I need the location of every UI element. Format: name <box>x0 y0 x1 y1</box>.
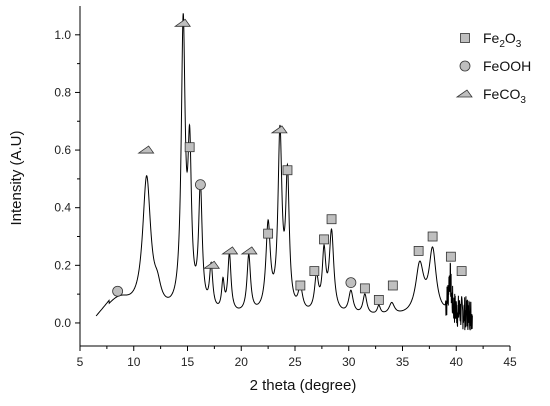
x-ticks: 5 10 15 20 25 30 35 40 45 <box>77 346 517 369</box>
marker-fe2o3 <box>373 294 384 305</box>
x-axis-label: 2 theta (degree) <box>250 377 357 394</box>
legend-feooh-symbol <box>459 60 471 72</box>
marker-fe2o3 <box>445 251 456 262</box>
marker-fe2o3 <box>456 266 467 276</box>
marker-feco3 <box>270 125 288 134</box>
legend-feooh-label: FeOOH <box>483 58 531 74</box>
x-tick-label: 5 <box>77 355 84 369</box>
legend-fe2o3-label: Fe2O3 <box>483 30 522 50</box>
marker-feco3 <box>173 18 191 27</box>
marker-fe2o3 <box>309 266 320 276</box>
x-tick-label: 25 <box>288 355 302 369</box>
marker-fe2o3 <box>387 280 398 291</box>
marker-fe2o3 <box>263 228 274 239</box>
marker-feco3 <box>221 246 239 255</box>
y-ticks: 0.0 0.2 0.4 0.6 0.8 1.0 <box>54 28 80 330</box>
marker-feooh <box>194 179 206 191</box>
marker-feco3 <box>137 145 155 154</box>
x-tick-label: 35 <box>396 355 410 369</box>
y-axis-label: Intensity (A.U) <box>8 130 25 225</box>
x-tick-label: 45 <box>503 355 517 369</box>
legend-feco3-symbol <box>455 89 473 98</box>
marker-fe2o3 <box>295 280 306 291</box>
marker-feooh <box>112 285 124 297</box>
marker-feooh <box>345 277 357 289</box>
marker-fe2o3 <box>282 165 293 176</box>
y-tick-label: 0.8 <box>54 85 71 99</box>
y-tick-label: 0.4 <box>54 201 71 215</box>
marker-fe2o3 <box>184 142 195 153</box>
marker-fe2o3 <box>319 234 329 245</box>
phase-markers <box>112 18 467 305</box>
marker-fe2o3 <box>326 214 337 225</box>
x-tick-label: 40 <box>450 355 464 369</box>
legend-fe2o3-symbol <box>460 33 470 43</box>
x-tick-label: 20 <box>235 355 249 369</box>
x-tick-label: 15 <box>181 355 195 369</box>
marker-feco3 <box>202 260 221 269</box>
y-tick-label: 0.6 <box>54 143 71 157</box>
marker-feco3 <box>240 246 258 255</box>
marker-fe2o3 <box>413 246 424 256</box>
spectrum-line <box>95 13 473 331</box>
legend-feco3-label: FeCO3 <box>483 86 526 106</box>
y-tick-label: 1.0 <box>54 28 71 42</box>
x-tick-label: 10 <box>127 355 141 369</box>
marker-fe2o3 <box>427 231 438 242</box>
x-tick-label: 30 <box>342 355 356 369</box>
marker-fe2o3 <box>359 283 370 294</box>
y-tick-label: 0.0 <box>54 316 71 330</box>
legend: Fe2O3 FeOOH FeCO3 <box>455 30 531 106</box>
y-tick-label: 0.2 <box>54 258 71 272</box>
